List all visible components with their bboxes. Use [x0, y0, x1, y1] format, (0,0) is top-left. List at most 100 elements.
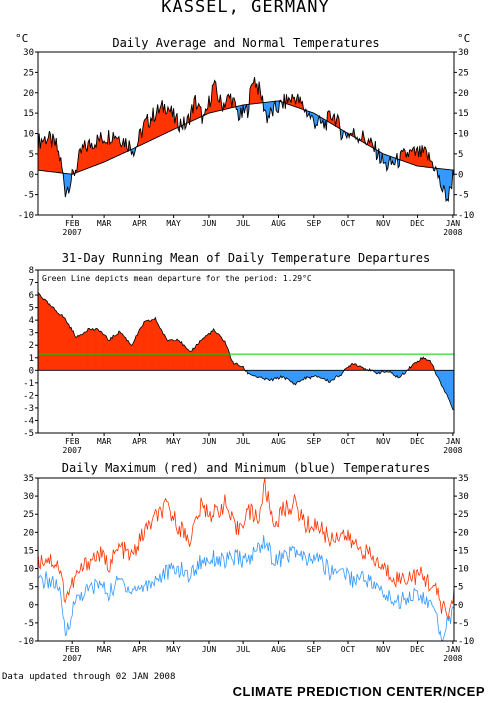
y-tick-label: -10 [18, 211, 34, 221]
panel1-frame [37, 51, 455, 216]
y-tick-label-right: 15 [458, 546, 469, 556]
y-tick-label: -2 [23, 391, 34, 401]
panel1-data [37, 77, 455, 203]
panel2-axes: -5 -4 -3 -2 -1 0 1 2 3 4 5 6 7 8 FEB MAR APR MAY JUN JUL AUG… [23, 266, 463, 455]
panel1-title: Daily Average and Normal Temperatures [112, 36, 379, 50]
x-tick-label: OCT [341, 437, 356, 446]
y-tick-label: 25 [23, 510, 34, 520]
panel2-frame [37, 269, 455, 434]
panel2-annotation: Green Line depicts mean departure for th… [42, 274, 312, 283]
panel2-title: 31-Day Running Mean of Daily Temperature… [62, 251, 430, 265]
y-tick-label: -5 [23, 429, 34, 439]
y-tick-label-right: 30 [458, 492, 469, 502]
panel3-title: Daily Maximum (red) and Minimum (blue) T… [62, 461, 430, 475]
x-tick-label: JUL [236, 437, 251, 446]
x-tick-label: MAR [97, 219, 112, 228]
y-tick-label-right: 10 [458, 130, 469, 140]
daily-average-line [37, 77, 455, 203]
x-tick-label: JUN [202, 437, 217, 446]
x-tick-label: MAY [166, 437, 181, 446]
y-tick-label-right: -5 [458, 191, 469, 201]
y-tick-label-right: 5 [458, 583, 463, 593]
x-tick-label: NOV [376, 437, 391, 446]
y-tick-label: 0 [29, 366, 34, 376]
y-tick-label: 35 [23, 474, 34, 484]
y-tick-label: 6 [29, 291, 34, 301]
x-year-label: 2008 [443, 228, 462, 237]
y-tick-label: 5 [29, 583, 34, 593]
minimum-temperature-line [37, 535, 455, 642]
y-tick-label: -10 [18, 637, 34, 647]
panel3-frame [37, 477, 455, 642]
y-tick-label: 30 [23, 48, 34, 58]
data-updated-note: Data updated through 02 JAN 2008 [2, 672, 176, 682]
x-year-label: 2007 [63, 446, 82, 455]
normal-line [37, 100, 455, 175]
x-tick-label: AUG [271, 437, 286, 446]
x-tick-label: NOV [376, 645, 391, 654]
x-tick-label: DEC [410, 645, 425, 654]
y-tick-label: 20 [23, 89, 34, 99]
y-tick-label: -4 [23, 416, 34, 426]
credit-label: CLIMATE PREDICTION CENTER/NCEP [232, 684, 485, 699]
x-tick-label: FEB [65, 219, 80, 228]
y-tick-label: 5 [29, 304, 34, 314]
x-tick-label: AUG [271, 219, 286, 228]
y-tick-label: 1 [29, 354, 34, 364]
y-tick-label: 10 [23, 130, 34, 140]
x-tick-label: OCT [341, 219, 356, 228]
x-year-label: 2007 [63, 654, 82, 663]
panel3-data [37, 478, 455, 642]
y-tick-label: -5 [23, 619, 34, 629]
x-year-label: 2008 [443, 446, 462, 455]
y-tick-label: 20 [23, 528, 34, 538]
y-tick-label-right: -5 [458, 619, 469, 629]
y-tick-label: 10 [23, 565, 34, 575]
x-tick-label: JAN [446, 219, 461, 228]
y-tick-label: 15 [23, 546, 34, 556]
x-tick-label: JUL [236, 219, 251, 228]
x-tick-label: FEB [65, 437, 80, 446]
y-tick-label: 3 [29, 329, 34, 339]
y-tick-label-right: 15 [458, 109, 469, 119]
x-tick-label: NOV [376, 219, 391, 228]
y-tick-label-right: 20 [458, 89, 469, 99]
x-tick-label: DEC [410, 219, 425, 228]
panel1-axes: -10 -10 -5 -5 0 0 5 5 10 10 15 15 20 20 25 25 30 30 FEB MAR… [18, 48, 475, 237]
page-title: KASSEL, GERMANY [161, 0, 330, 17]
y-tick-label-right: 20 [458, 528, 469, 538]
x-tick-label: OCT [341, 645, 356, 654]
x-tick-label: DEC [410, 437, 425, 446]
x-tick-label: FEB [65, 645, 80, 654]
y-tick-label: 0 [29, 601, 34, 611]
y-tick-label-right: 0 [458, 170, 463, 180]
x-tick-label: APR [132, 645, 147, 654]
y-tick-label: -5 [23, 191, 34, 201]
y-tick-label: 15 [23, 109, 34, 119]
y-tick-label-right: 25 [458, 510, 469, 520]
x-tick-label: APR [132, 437, 147, 446]
y-tick-label-right: 0 [458, 601, 463, 611]
panel3-axes: -10 -10 -5 -5 0 0 5 5 10 10 15 15 20 20 25 25 30 30 35 35 FE… [18, 474, 475, 663]
y-tick-label: 8 [29, 266, 34, 276]
panel-running-mean: 31-Day Running Mean of Daily Temperature… [23, 251, 463, 455]
y-tick-label-right: 10 [458, 565, 469, 575]
x-tick-label: JAN [446, 437, 461, 446]
y-tick-label: 4 [29, 316, 34, 326]
y-tick-label-right: 35 [458, 474, 469, 484]
x-year-label: 2007 [63, 228, 82, 237]
running-mean-line [37, 291, 455, 411]
x-tick-label: MAY [166, 645, 181, 654]
y-tick-label-right: 25 [458, 68, 469, 78]
panel1-ylabel-right: °C [457, 32, 470, 45]
x-tick-label: JUN [202, 645, 217, 654]
x-tick-label: JAN [446, 645, 461, 654]
maximum-temperature-line [37, 478, 455, 620]
x-year-label: 2008 [443, 654, 462, 663]
y-tick-label: 0 [29, 170, 34, 180]
y-tick-label: 5 [29, 150, 34, 160]
y-tick-label: -1 [23, 379, 34, 389]
y-tick-label: 25 [23, 68, 34, 78]
y-tick-label: 7 [29, 279, 34, 289]
